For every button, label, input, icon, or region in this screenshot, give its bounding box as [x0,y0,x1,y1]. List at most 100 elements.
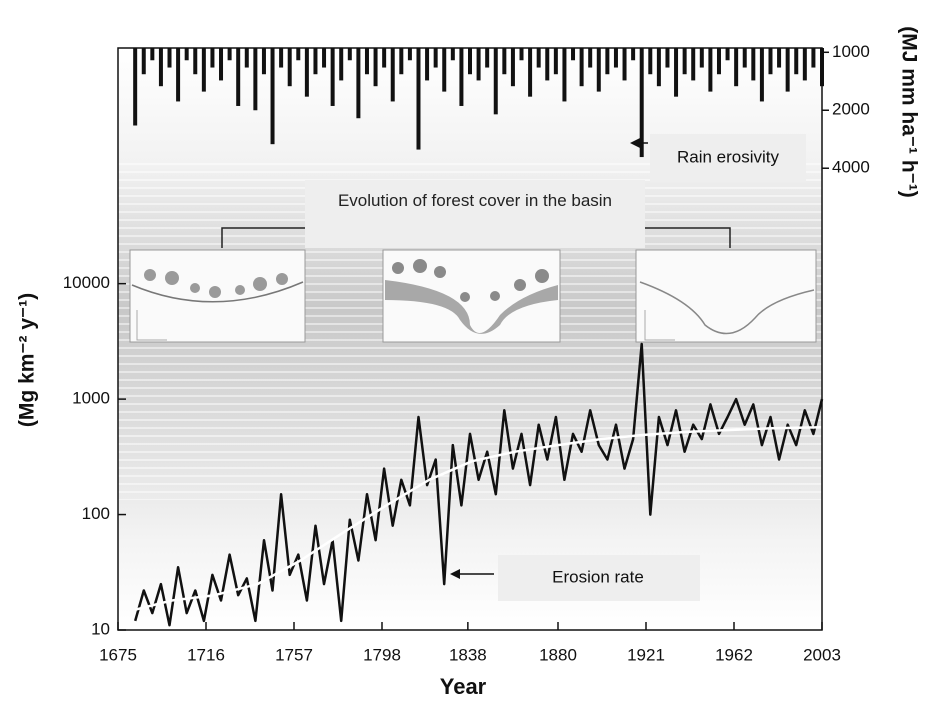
note-box [305,180,645,248]
arrow-head [450,569,460,579]
erosivity-bar [665,48,670,68]
erosivity-bar [416,48,421,150]
trend-line [134,426,823,611]
y-tick-label: 10000 [63,273,110,292]
erosivity-bar [322,48,327,68]
erosivity-bar [150,48,155,61]
erosivity-bar [270,48,275,145]
erosion-label: Erosion rate [552,567,644,586]
erosivity-bar [442,48,447,92]
erosivity-bar [794,48,799,75]
x-tick-label: 2003 [803,645,841,664]
x-axis-label: Year [440,674,487,699]
inset-middle [382,249,561,343]
erosivity-bar [785,48,790,92]
erosivity-bar [167,48,172,68]
erosivity-bar [476,48,481,81]
y2-axis-label: (MJ mm ha⁻¹ h⁻¹) [897,26,920,198]
note-box [650,134,806,182]
erosivity-bar [708,48,713,92]
y-axis-label: (Mg km⁻² y⁻¹) [16,293,39,427]
erosivity-bar [596,48,601,92]
erosivity-bar [176,48,181,102]
erosivity-bar [759,48,764,102]
erosivity-bar [777,48,782,68]
forest-note: Evolution of forest cover in the basin [337,191,613,210]
erosivity-bar [184,48,189,61]
erosivity-bar [493,48,498,115]
erosivity-bar [691,48,696,81]
erosivity-bar [382,48,387,68]
x-tick-label: 1757 [275,645,313,664]
erosivity-bar [682,48,687,75]
erosivity-bar [193,48,198,75]
x-tick-label: 1921 [627,645,665,664]
erosivity-bar [236,48,241,106]
arrow-head [630,138,640,148]
erosivity-bar [768,48,773,75]
erosivity-bar [201,48,206,92]
erosivity-bar [742,48,747,68]
erosivity-bar [227,48,232,61]
erosivity-bar [287,48,292,87]
erosivity-bar [261,48,266,75]
erosivity-bar [399,48,404,75]
erosivity-bar [648,48,653,75]
erosivity-bar [751,48,756,81]
bracket [221,227,305,248]
x-tick-label: 1716 [187,645,225,664]
erosivity-bar [562,48,567,102]
erosivity-bar [459,48,464,106]
erosivity-bar [485,48,490,68]
erosivity-bar [158,48,163,87]
inset-late [635,249,817,343]
x-tick-label: 1962 [715,645,753,664]
erosivity-bar [468,48,472,75]
x-tick-label: 1838 [449,645,487,664]
erosivity-bar [296,48,301,61]
note-box [498,555,700,601]
erosivity-bar [141,48,146,75]
erosivity-bar [811,48,816,68]
erosivity-bar [571,48,576,61]
erosivity-bar [313,48,318,75]
erosivity-bar [631,48,636,61]
erosivity-bar [133,48,138,126]
erosivity-bar [545,48,550,81]
erosivity-bar [210,48,215,68]
erosivity-bar [304,48,309,97]
erosivity-bar [579,48,584,87]
y-tick-label: 10 [91,619,110,638]
erosivity-bar [244,48,249,68]
erosivity-bar [373,48,378,87]
erosivity-bar [330,48,335,106]
erosivity-bar [339,48,344,81]
erosivity-bar [528,48,533,97]
erosivity-bar [502,48,507,75]
erosivity-bar [802,48,807,81]
rain-label: Rain erosivity [677,147,780,166]
erosivity-bar [716,48,721,75]
erosivity-bar [510,48,515,87]
erosivity-bar [364,48,369,75]
erosivity-bar [390,48,395,102]
erosivity-bar [674,48,679,97]
erosivity-bar [219,48,224,81]
erosivity-bar [734,48,739,87]
erosivity-bar [605,48,610,75]
erosivity-bar [699,48,704,68]
erosivity-bar [622,48,627,81]
bracket [645,227,731,248]
erosivity-bar [519,48,524,61]
erosivity-bar [536,48,541,68]
y-tick-label: 1000 [72,389,110,408]
y2-tick-label: 2000 [832,100,870,119]
erosivity-bar [407,48,412,61]
erosivity-bar [588,48,593,68]
y2-tick-label: 4000 [832,158,870,177]
erosivity-bar [347,48,352,61]
erosivity-bar [450,48,455,61]
erosivity-bar [725,48,730,61]
